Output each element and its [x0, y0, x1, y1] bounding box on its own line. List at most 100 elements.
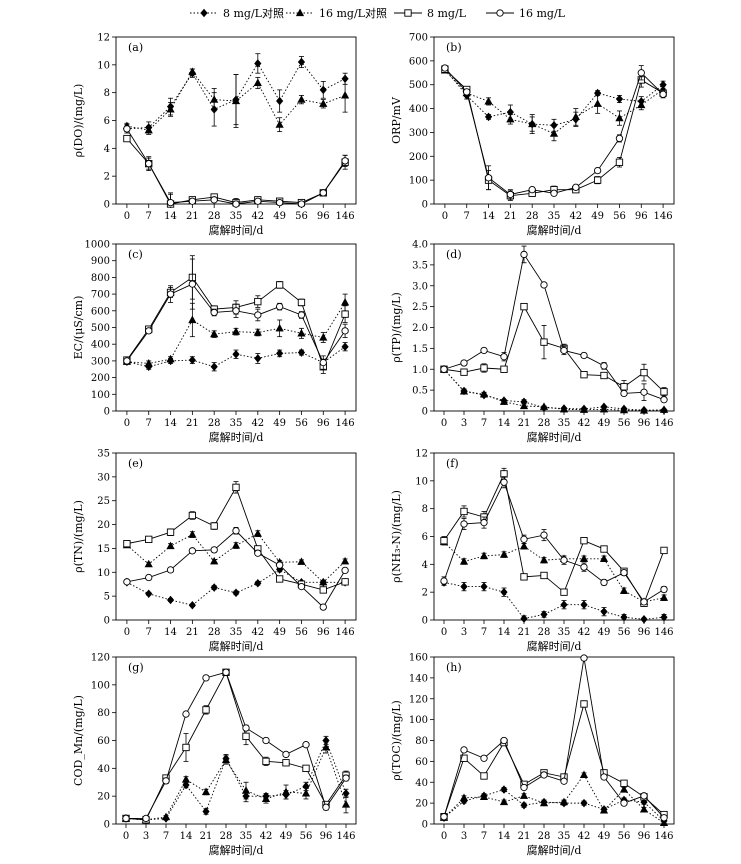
data-point: [580, 563, 588, 571]
y-tick-label: 2.5: [412, 302, 428, 313]
data-point: [302, 741, 310, 749]
data-point: [275, 198, 284, 207]
x-tick-label: 0: [124, 627, 130, 638]
x-tick-label: 21: [186, 627, 199, 638]
y-tick-label: 0.5: [412, 386, 428, 397]
data-point: [210, 583, 218, 592]
x-tick-label: 146: [336, 831, 355, 842]
data-point: [484, 112, 493, 122]
data-point: [262, 757, 270, 766]
data-point: [202, 674, 210, 682]
data-point: [166, 290, 175, 298]
data-point: [188, 600, 196, 610]
legend-marker: [200, 8, 208, 18]
data-point: [221, 755, 231, 764]
data-point: [539, 555, 549, 564]
data-point: [599, 404, 609, 413]
data-point: [275, 120, 284, 128]
legend-label: 16 mg/L: [519, 7, 566, 20]
y-tick-label: 100: [409, 176, 428, 187]
x-tick-label: 49: [598, 418, 611, 429]
data-point: [579, 770, 589, 779]
y-tick-label: 700: [409, 33, 428, 44]
data-point: [301, 788, 311, 797]
data-point: [460, 582, 468, 591]
data-point: [659, 405, 669, 413]
y-tick-label: 40: [415, 778, 428, 789]
data-point: [145, 535, 153, 544]
series-group: [440, 245, 668, 404]
y-tick-label: 0: [104, 616, 110, 627]
y-axis-label: ORP/mV: [390, 96, 403, 144]
x-tick-label: 0: [124, 211, 130, 222]
x-tick-label: 7: [481, 831, 487, 842]
data-point: [341, 800, 351, 808]
x-axis-label: 腐解时间/d: [209, 639, 264, 653]
data-point: [231, 96, 241, 105]
data-point: [463, 88, 471, 96]
x-tick-label: 56: [618, 831, 631, 842]
y-tick-label: 12: [415, 449, 428, 460]
x-tick-label: 14: [482, 211, 495, 222]
x-tick-label: 42: [251, 627, 264, 638]
x-tick-label: 146: [654, 627, 673, 638]
data-point: [241, 786, 251, 794]
data-point: [319, 189, 327, 197]
x-tick-label: 42: [251, 418, 264, 429]
data-point: [539, 798, 549, 807]
data-point: [600, 607, 608, 616]
x-tick-label: 21: [186, 211, 199, 222]
y-tick-label: 2: [422, 588, 428, 599]
data-point: [600, 773, 608, 781]
x-tick-label: 14: [164, 211, 177, 222]
plot-frame: [115, 656, 357, 825]
data-point: [615, 158, 624, 166]
data-point: [637, 100, 646, 109]
data-point: [620, 779, 628, 787]
y-tick-label: 120: [91, 653, 110, 664]
x-tick-label: 49: [280, 831, 293, 842]
x-tick-label: 146: [654, 211, 673, 222]
data-point: [254, 297, 262, 306]
series-group: [122, 668, 350, 823]
data-point: [540, 571, 548, 580]
data-point: [480, 772, 488, 780]
x-tick-label: 21: [518, 831, 531, 842]
series-line: [443, 368, 664, 411]
data-point: [145, 327, 153, 335]
series-group: [123, 342, 349, 372]
y-tick-label: 200: [91, 373, 110, 384]
data-point: [500, 785, 508, 794]
y-tick-label: 25: [97, 496, 110, 507]
y-tick-label: 600: [91, 306, 110, 317]
data-point: [202, 807, 210, 816]
data-point: [253, 328, 262, 336]
x-tick-label: 14: [180, 831, 193, 842]
series-line: [125, 671, 347, 821]
data-point: [281, 787, 291, 796]
data-point: [620, 389, 628, 398]
x-tick-label: 49: [273, 211, 286, 222]
series-line: [125, 739, 347, 821]
y-tick-label: 10: [415, 476, 428, 487]
y-tick-label: 80: [97, 708, 110, 719]
data-point: [232, 307, 240, 315]
x-tick-label: 96: [320, 831, 333, 842]
data-point: [520, 614, 528, 623]
series-group: [123, 527, 349, 611]
data-point: [520, 783, 528, 792]
x-tick-label: 7: [481, 418, 487, 429]
data-point: [319, 577, 328, 586]
x-tick-label: 0: [123, 831, 129, 842]
y-tick-label: 500: [409, 80, 428, 91]
chart-svg-d: 0 0.5 1.0 1.5 2.0 2.5 3.0 3.5 4.0 0 3 7 14 21 28 35 42 49…: [390, 240, 675, 444]
data-point: [484, 96, 493, 105]
data-point: [520, 573, 528, 581]
x-axis-label: 腐解时间/d: [527, 430, 582, 444]
data-point: [297, 328, 306, 337]
y-axis-label: ρ(DO)/(mg/L): [72, 84, 85, 158]
data-point: [460, 359, 468, 367]
y-tick-label: 5: [104, 592, 110, 603]
y-tick-label: 0: [422, 407, 428, 418]
x-tick-label: 35: [230, 211, 243, 222]
